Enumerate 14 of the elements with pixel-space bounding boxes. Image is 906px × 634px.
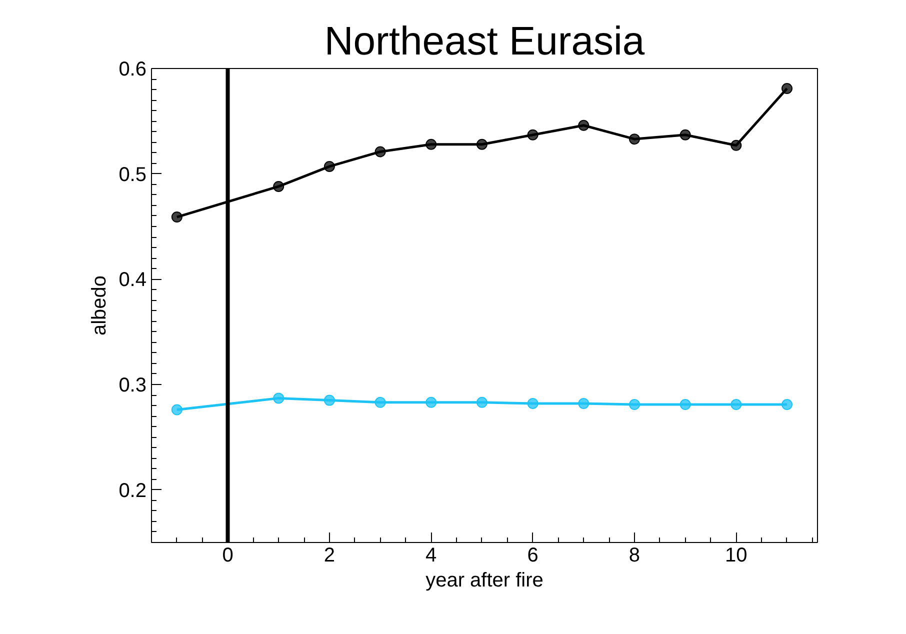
x-tick-label: 8 <box>628 544 640 566</box>
y-tick-label: 0.4 <box>118 269 147 292</box>
x-axis-title: year after fire <box>426 570 544 592</box>
x-tick-label: 2 <box>324 544 335 566</box>
x-tick-label: 0 <box>222 544 234 566</box>
y-axis-title: albedo <box>88 275 111 336</box>
x-tick-label: 4 <box>426 544 437 566</box>
x-tick-label: 10 <box>725 544 748 566</box>
y-tick-label: 0.5 <box>118 164 147 186</box>
x-tick-label: 6 <box>527 544 538 566</box>
y-tick-label: 0.2 <box>118 480 147 502</box>
y-tick-label: 0.6 <box>118 58 147 80</box>
y-tick-label: 0.3 <box>118 374 147 396</box>
chart-title: Northeast Eurasia <box>324 20 646 64</box>
